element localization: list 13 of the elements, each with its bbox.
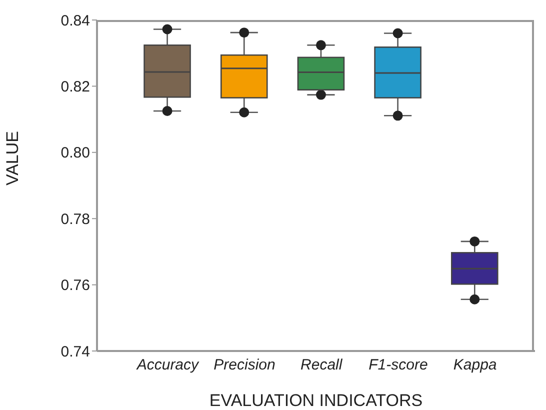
y-tick-label: 0.84 — [60, 12, 90, 30]
y-tick-label: 0.82 — [60, 78, 90, 96]
x-tick-label: Kappa — [453, 356, 497, 374]
y-tick-label: 0.78 — [60, 210, 90, 228]
x-tick-label: Recall — [300, 356, 343, 374]
x-tick-label: Precision — [214, 356, 276, 374]
x-tick-label: F1-score — [368, 356, 428, 374]
y-axis-title: VALUE — [3, 131, 22, 186]
x-axis-title: EVALUATION INDICATORS — [209, 391, 423, 410]
x-tick-label: Accuracy — [136, 356, 200, 374]
y-tick-label: 0.76 — [60, 277, 90, 294]
y-tick-label: 0.80 — [60, 144, 90, 162]
y-tick-label: 0.74 — [60, 343, 90, 360]
